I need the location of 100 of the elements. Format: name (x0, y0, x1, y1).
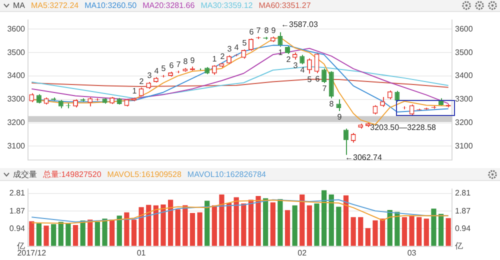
y-tick-label: 3400 (7, 71, 26, 80)
bar (124, 212, 130, 246)
bar (168, 200, 174, 246)
y2-tick-label: 3200 (455, 118, 474, 127)
bar (394, 212, 400, 246)
text: MA10:3260.50 (84, 1, 137, 10)
bar (284, 210, 290, 246)
bar (438, 214, 444, 246)
bar (212, 205, 217, 246)
bar (343, 195, 349, 246)
text: 7 (176, 60, 181, 70)
bar (358, 217, 364, 246)
candlestick (278, 32, 283, 48)
bar (58, 222, 64, 246)
bar (182, 205, 188, 246)
band-label: 3203.50—3228.58 (370, 123, 437, 132)
text: 8 (183, 57, 188, 66)
y-tick-label: 3200 (7, 118, 26, 127)
bar (44, 226, 49, 246)
bar (226, 202, 232, 246)
x-tick-label: 01 (136, 248, 146, 258)
candlestick (322, 68, 327, 84)
bar (234, 197, 239, 246)
y2-tick-label: 3500 (455, 48, 474, 57)
legend-title: 成交量 (13, 168, 37, 180)
bar (365, 228, 370, 246)
text: 2 (139, 76, 144, 86)
text: MA20:3281.66 (142, 1, 195, 10)
text: 6 (249, 28, 254, 37)
bar (72, 225, 78, 246)
bar (446, 218, 451, 246)
bar (175, 209, 180, 246)
bar (372, 220, 378, 246)
bar (431, 208, 436, 246)
bar (380, 218, 386, 246)
text: 8 (264, 26, 269, 36)
text: MAVOL5:161909528 (107, 170, 182, 178)
bar (278, 199, 283, 246)
candlestick (328, 70, 334, 99)
bar (409, 216, 414, 246)
bar (153, 205, 158, 246)
text: 1 (212, 54, 217, 64)
candlestick (248, 38, 254, 52)
y2-tick-label: 1.87 (455, 206, 472, 216)
text: 9 (190, 56, 195, 65)
y2-tick-label: 0.94 (455, 224, 472, 233)
y-tick-label: 3500 (7, 48, 26, 57)
text: MAVOL10:162826784 (187, 170, 266, 178)
candlestick (306, 58, 312, 74)
bar (300, 194, 305, 246)
y-tick-label: 1.87 (9, 206, 26, 216)
candlestick (380, 96, 386, 108)
text: 4 (300, 65, 305, 74)
x-tick-label: 2017/12 (17, 248, 47, 258)
bar (29, 221, 34, 246)
bar (160, 204, 166, 246)
text: MA30:3359.12 (200, 1, 253, 10)
x-tick-label: 02 (298, 248, 308, 258)
y2-tick-label: 3100 (455, 141, 474, 150)
bar (219, 194, 224, 246)
bar (36, 223, 42, 246)
legend-title: MA (13, 1, 25, 10)
text: 3 (147, 71, 152, 80)
y-tick-label: 0.94 (9, 224, 26, 233)
candlestick (241, 49, 246, 60)
y2-tick-label: 3300 (455, 94, 474, 104)
y-tick-label: 3100 (7, 141, 26, 150)
bar (328, 194, 334, 246)
bar (138, 207, 144, 246)
bar (314, 204, 320, 246)
text: 8 (329, 99, 334, 108)
bar (336, 206, 342, 246)
bar (256, 196, 261, 246)
bar (270, 202, 276, 246)
bar (402, 217, 408, 246)
bar (66, 223, 71, 246)
bar (350, 217, 356, 246)
text: MA60:3351.27 (258, 1, 311, 10)
bar (146, 204, 152, 246)
y-tick-label: 3600 (7, 24, 26, 34)
candlestick (336, 98, 342, 112)
text: 总量:149827520 (43, 168, 102, 180)
text: 1 (132, 86, 137, 96)
x-tick-label: 03 (407, 248, 417, 258)
bar (387, 210, 392, 246)
text: 3 (227, 44, 232, 54)
text: 3 (293, 60, 298, 70)
bar (80, 220, 86, 246)
y2-tick-label: 3400 (455, 71, 474, 80)
bar (292, 205, 298, 246)
y2-tick-label: 3600 (455, 24, 474, 34)
bar (204, 200, 210, 246)
bar (88, 220, 93, 246)
annotation: ←3062.74 (345, 153, 382, 162)
text: 2 (286, 55, 291, 64)
candlestick (300, 54, 305, 65)
bar (94, 222, 100, 246)
bar (263, 198, 268, 246)
bar (322, 190, 327, 246)
text: 5 (161, 64, 166, 74)
